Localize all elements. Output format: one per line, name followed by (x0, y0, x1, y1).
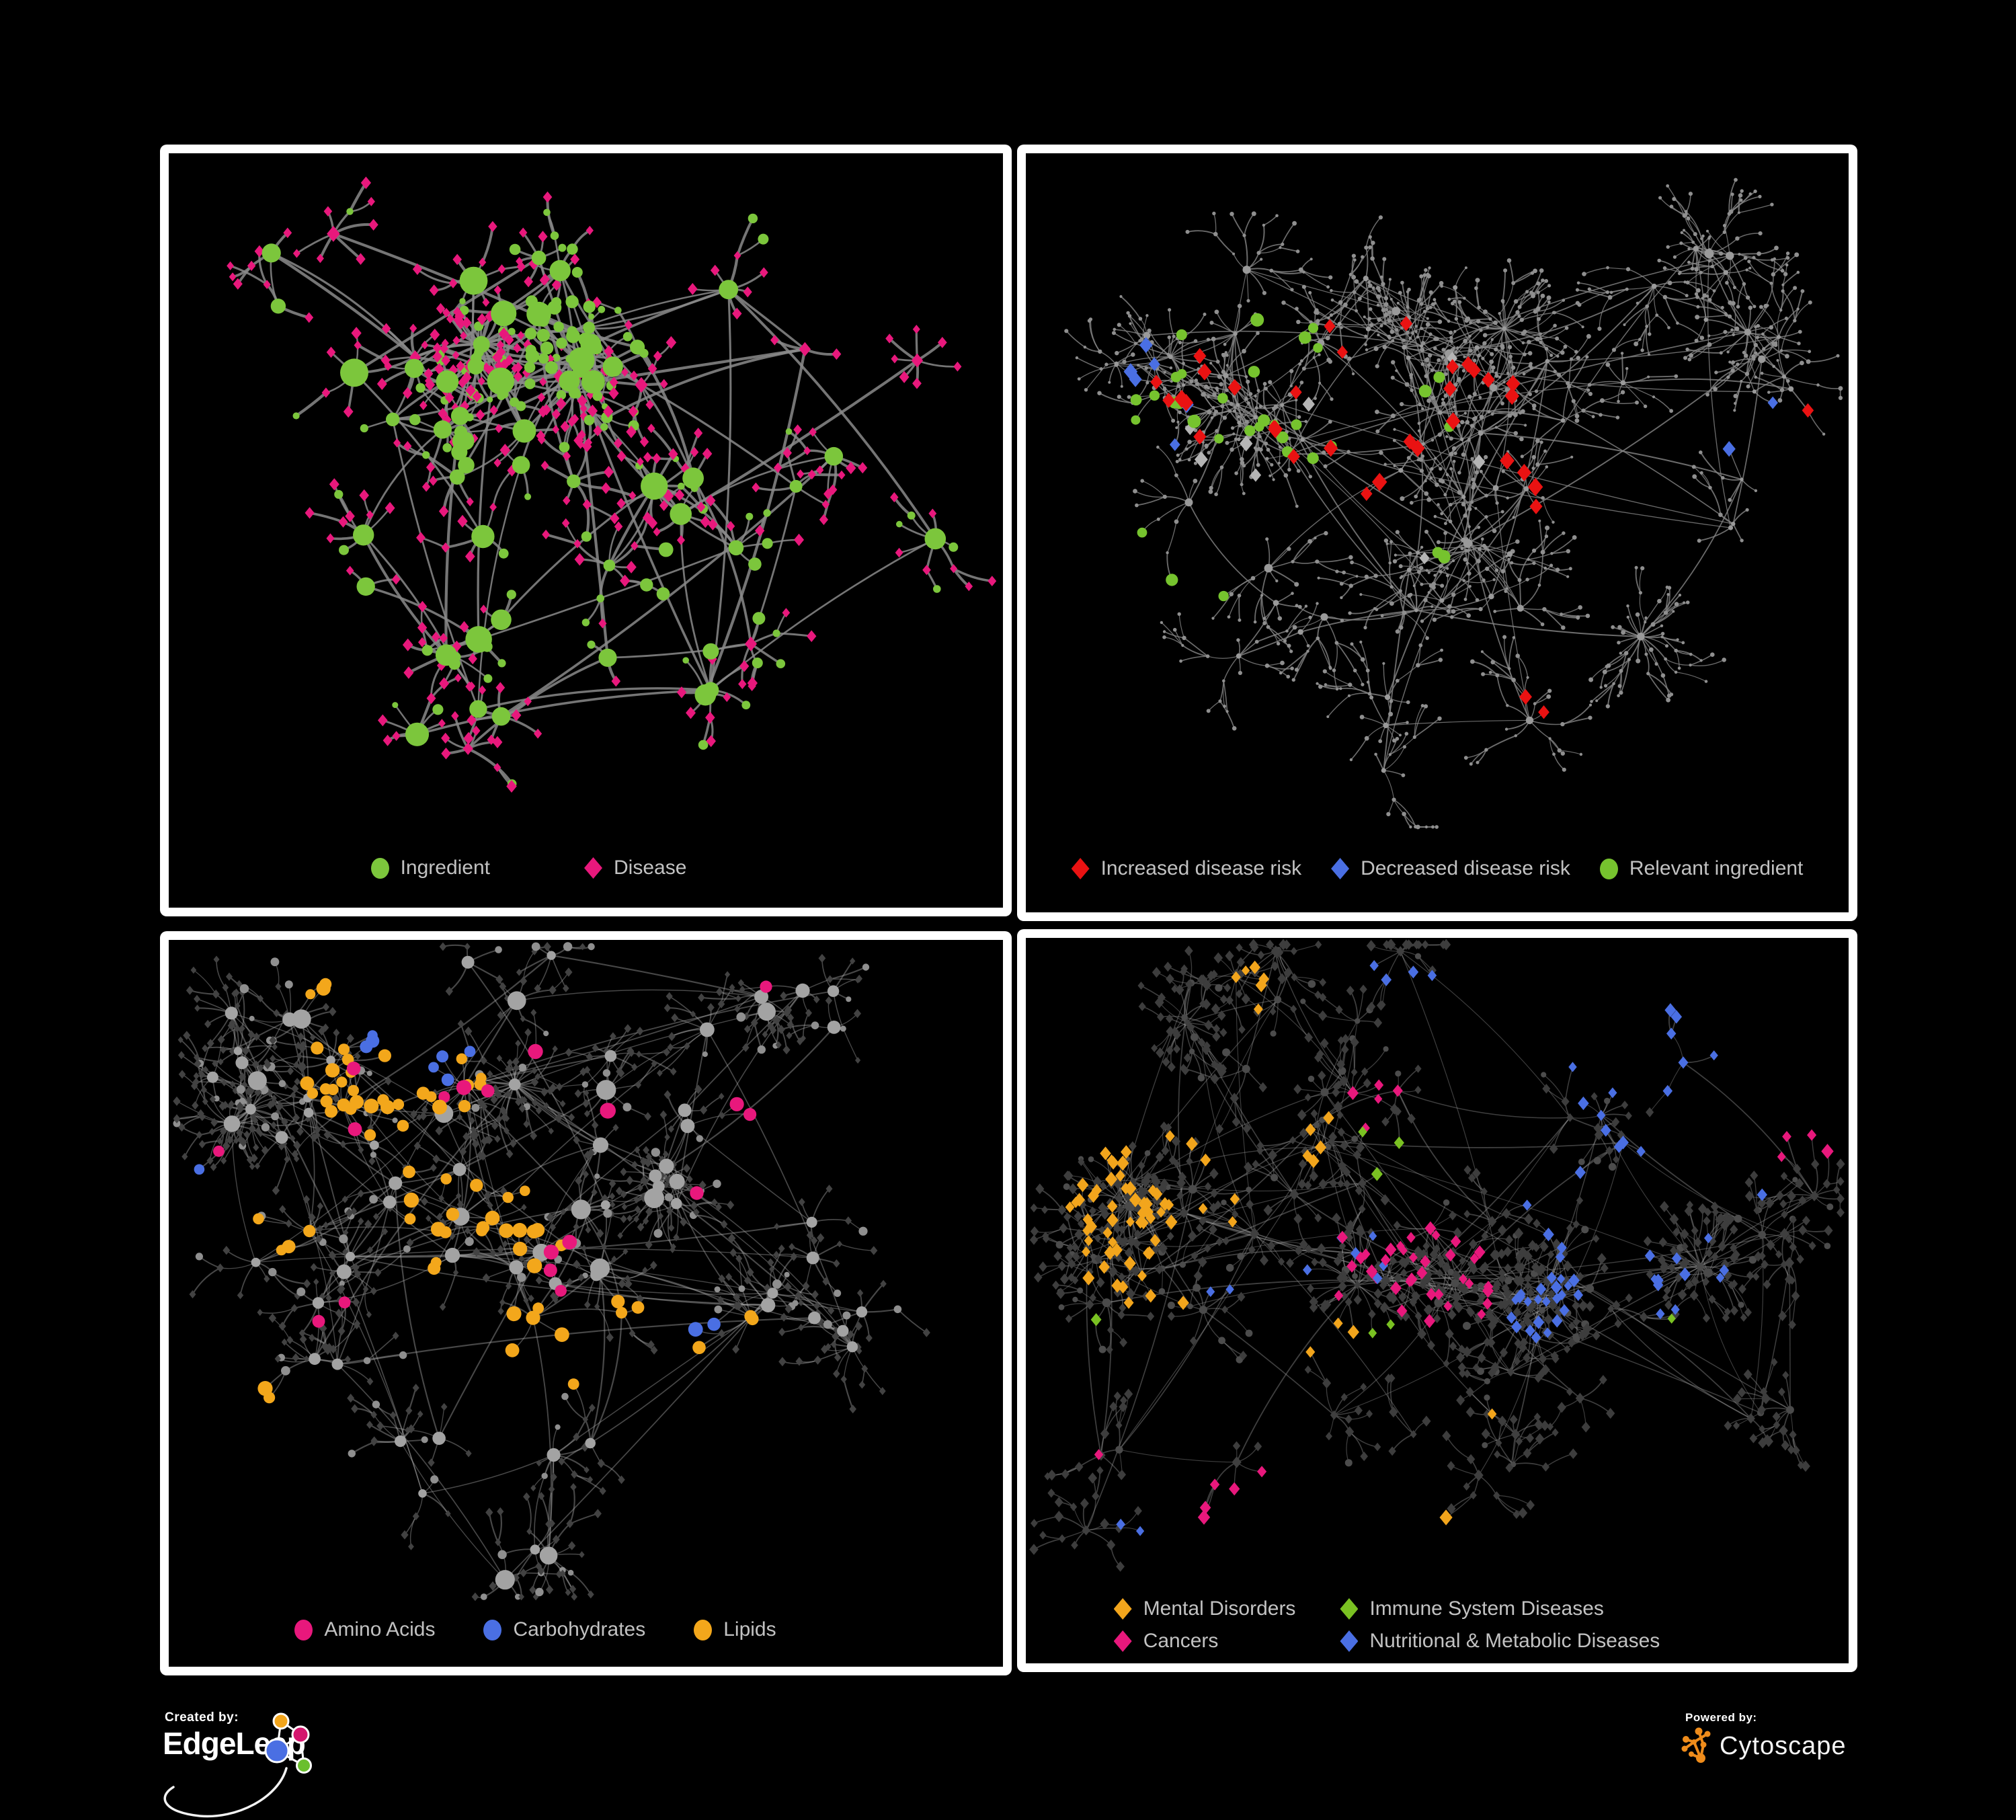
legend-disease-risk: Increased disease risk Decreased disease … (1026, 857, 1849, 880)
legend-label: Amino Acids (324, 1618, 436, 1640)
legend-label: Lipids (723, 1618, 776, 1640)
legend-marker-diamond (1331, 858, 1350, 879)
panel-disease-risk: Increased disease risk Decreased disease … (1017, 145, 1857, 921)
legend-label: Nutritional & Metabolic Diseases (1369, 1630, 1660, 1652)
legend-label: Ingredient (400, 857, 491, 879)
legend-entry: Cancers (1113, 1630, 1296, 1653)
legend-entry: Increased disease risk (1071, 857, 1302, 880)
legend-ingredient-disease: Ingredient Disease (169, 857, 946, 879)
legend-marker-diamond (584, 857, 603, 879)
legend-label: Mental Disorders (1143, 1597, 1296, 1620)
legend-entry: Decreased disease risk (1331, 857, 1570, 880)
legend-marker-circle (694, 1619, 713, 1640)
legend-label: Immune System Diseases (1369, 1597, 1604, 1620)
legend-entry: Immune System Diseases (1340, 1597, 1660, 1620)
panel-nutrient-classes: Amino Acids Carbohydrates Lipids (160, 931, 1012, 1675)
legend-disease-classes: Mental Disorders Immune System Diseases Ca… (1026, 1597, 1798, 1653)
legend-marker-diamond (1113, 1630, 1132, 1652)
legend-entry: Ingredient (370, 857, 491, 879)
legend-entry: Disease (584, 857, 686, 879)
created-by-label: Created by: (165, 1710, 239, 1725)
legend-marker-circle (1599, 858, 1618, 879)
panel-disease-classes: Mental Disorders Immune System Diseases Ca… (1017, 929, 1857, 1672)
legend-label: Carbohydrates (513, 1618, 646, 1640)
legend-nutrient-classes: Amino Acids Carbohydrates Lipids (169, 1618, 953, 1641)
legend-entry: Carbohydrates (483, 1618, 645, 1641)
network-ingredient-disease (169, 153, 1003, 829)
cytoscape-branding: Powered by: (1681, 1711, 1976, 1792)
legend-marker-diamond (1340, 1630, 1359, 1652)
edgeleap-logo-icon (264, 1712, 312, 1774)
edgeleap-branding: Created by: EdgeLeap (134, 1706, 390, 1820)
disease-risk-graph (1064, 177, 1843, 830)
legend-entry: Lipids (694, 1618, 776, 1641)
legend-entry: Relevant ingredient (1599, 857, 1804, 880)
legend-marker-diamond (1113, 1598, 1132, 1620)
legend-entry: Nutritional & Metabolic Diseases (1340, 1630, 1660, 1653)
network-nutrient-classes (169, 940, 1003, 1606)
legend-entry: Mental Disorders (1113, 1597, 1296, 1620)
legend-label: Cancers (1143, 1630, 1219, 1652)
legend-label: Increased disease risk (1100, 857, 1302, 879)
cytoscape-wordmark: Cytoscape (1720, 1731, 1847, 1760)
network-disease-classes (1026, 938, 1849, 1593)
legend-marker-diamond (1071, 858, 1090, 879)
nutrient-classes-graph (173, 942, 930, 1601)
ingredient-disease-graph (227, 176, 997, 793)
powered-by-label: Powered by: (1685, 1711, 1757, 1724)
legend-marker-diamond (1340, 1598, 1359, 1620)
legend-marker-circle (294, 1619, 313, 1640)
legend-entry: Amino Acids (294, 1618, 435, 1641)
legend-marker-circle (483, 1619, 502, 1640)
panel-ingredient-disease: Ingredient Disease (160, 145, 1012, 916)
legend-label: Decreased disease risk (1361, 857, 1570, 879)
disease-classes-graph (1029, 939, 1845, 1572)
legend-marker-circle (370, 857, 389, 879)
cytoscape-logo-icon (1681, 1727, 1711, 1763)
legend-label: Disease (614, 857, 687, 879)
legend-label: Relevant ingredient (1629, 857, 1804, 879)
network-disease-risk (1026, 153, 1849, 836)
